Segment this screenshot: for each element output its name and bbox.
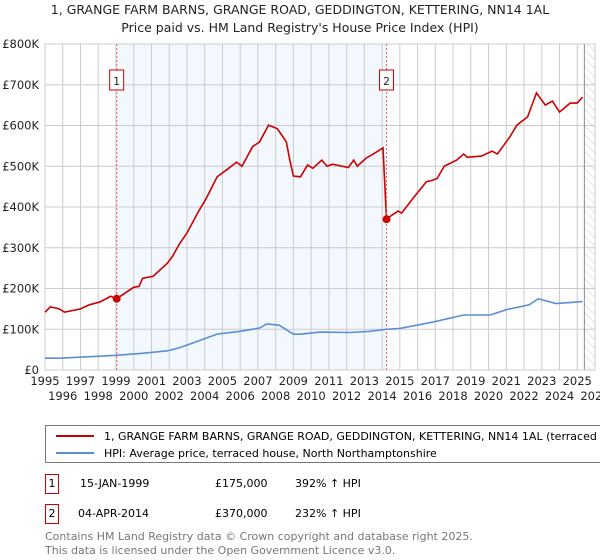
y-tick-label: £100K (2, 322, 39, 336)
x-tick-label: 2024 (545, 389, 574, 403)
series-line (45, 297, 583, 359)
x-tick-label: 2017 (421, 374, 450, 388)
y-tick-label: £400K (2, 200, 39, 214)
x-tick-label: 2007 (243, 374, 272, 388)
x-tick-label: 2005 (208, 374, 237, 388)
sale-date: 04-APR-2014 (78, 507, 150, 520)
legend-item-hpi: HPI: Average price, terraced house, Nort… (56, 445, 437, 461)
sale-marker-label: 1 (113, 75, 120, 88)
series-line (44, 91, 584, 313)
sale-hpi-change: 392% ↑ HPI (295, 477, 361, 490)
legend-label: 1, GRANGE FARM BARNS, GRANGE ROAD, GEDDI… (104, 429, 600, 443)
y-tick-label: £0 (24, 363, 39, 377)
x-tick-label: 2019 (456, 374, 485, 388)
sale-date: 15-JAN-1999 (80, 477, 150, 490)
legend-blue-line (56, 452, 94, 454)
x-tick-label: 1995 (30, 374, 59, 388)
x-tick-label: 2002 (155, 389, 184, 403)
legend-item-property: 1, GRANGE FARM BARNS, GRANGE ROAD, GEDDI… (56, 428, 600, 444)
sale-marker-box (109, 69, 125, 91)
sale-price: £370,000 (215, 507, 268, 520)
x-tick-label: 2018 (438, 389, 467, 403)
sale-marker-number: 2 (45, 504, 59, 524)
plot-border (44, 43, 596, 371)
y-tick-label: £500K (2, 159, 39, 173)
x-tick-label: 2014 (367, 389, 396, 403)
x-tick-label: 2001 (137, 374, 166, 388)
x-tick-label: 2022 (509, 389, 538, 403)
x-tick-label: 1999 (101, 374, 130, 388)
x-tick-label: 2021 (492, 374, 521, 388)
y-tick-label: £600K (2, 119, 39, 133)
chart-subtitle: Price paid vs. HM Land Registry's House … (121, 20, 479, 35)
y-tick-label: £800K (2, 37, 39, 51)
x-tick-label: 1996 (48, 389, 77, 403)
sale-marker-label: 2 (383, 75, 390, 88)
x-tick-label: 2003 (172, 374, 201, 388)
x-tick-label: 2016 (403, 389, 432, 403)
x-tick-label: 2013 (350, 374, 379, 388)
x-tick-label: 2000 (119, 389, 148, 403)
chart-title: 1, GRANGE FARM BARNS, GRANGE ROAD, GEDDI… (50, 2, 550, 17)
x-tick-label: 2026 (580, 389, 600, 403)
x-tick-label: 2020 (474, 389, 503, 403)
footer-license: This data is licensed under the Open Gov… (45, 544, 396, 557)
x-tick-label: 2025 (563, 374, 592, 388)
sale-point (112, 294, 121, 303)
sale-marker-number: 1 (45, 474, 59, 494)
x-tick-label: 2010 (296, 389, 325, 403)
x-tick-label: 2006 (226, 389, 255, 403)
x-tick-label: 2012 (332, 389, 361, 403)
sale-price: £175,000 (215, 477, 268, 490)
x-tick-label: 2023 (527, 374, 556, 388)
legend: 1, GRANGE FARM BARNS, GRANGE ROAD, GEDDI… (45, 425, 600, 463)
x-tick-label: 2011 (314, 374, 343, 388)
sale-point (382, 215, 391, 224)
x-tick-label: 2004 (190, 389, 219, 403)
footer-copyright: Contains HM Land Registry data © Crown c… (45, 530, 473, 543)
sale-hpi-change: 232% ↑ HPI (295, 507, 361, 520)
y-tick-label: £200K (2, 282, 39, 296)
x-tick-label: 1998 (84, 389, 113, 403)
price-chart: 1995199619971998199920002001200220032004… (2, 37, 600, 403)
x-tick-label: 2015 (385, 374, 414, 388)
y-tick-label: £700K (2, 78, 39, 92)
x-tick-label: 2008 (261, 389, 290, 403)
x-tick-label: 2009 (279, 374, 308, 388)
legend-label: HPI: Average price, terraced house, Nort… (104, 446, 437, 460)
sale-marker-box (379, 69, 395, 91)
y-tick-label: £300K (2, 241, 39, 255)
legend-red-line (56, 435, 94, 437)
x-tick-label: 1997 (66, 374, 95, 388)
